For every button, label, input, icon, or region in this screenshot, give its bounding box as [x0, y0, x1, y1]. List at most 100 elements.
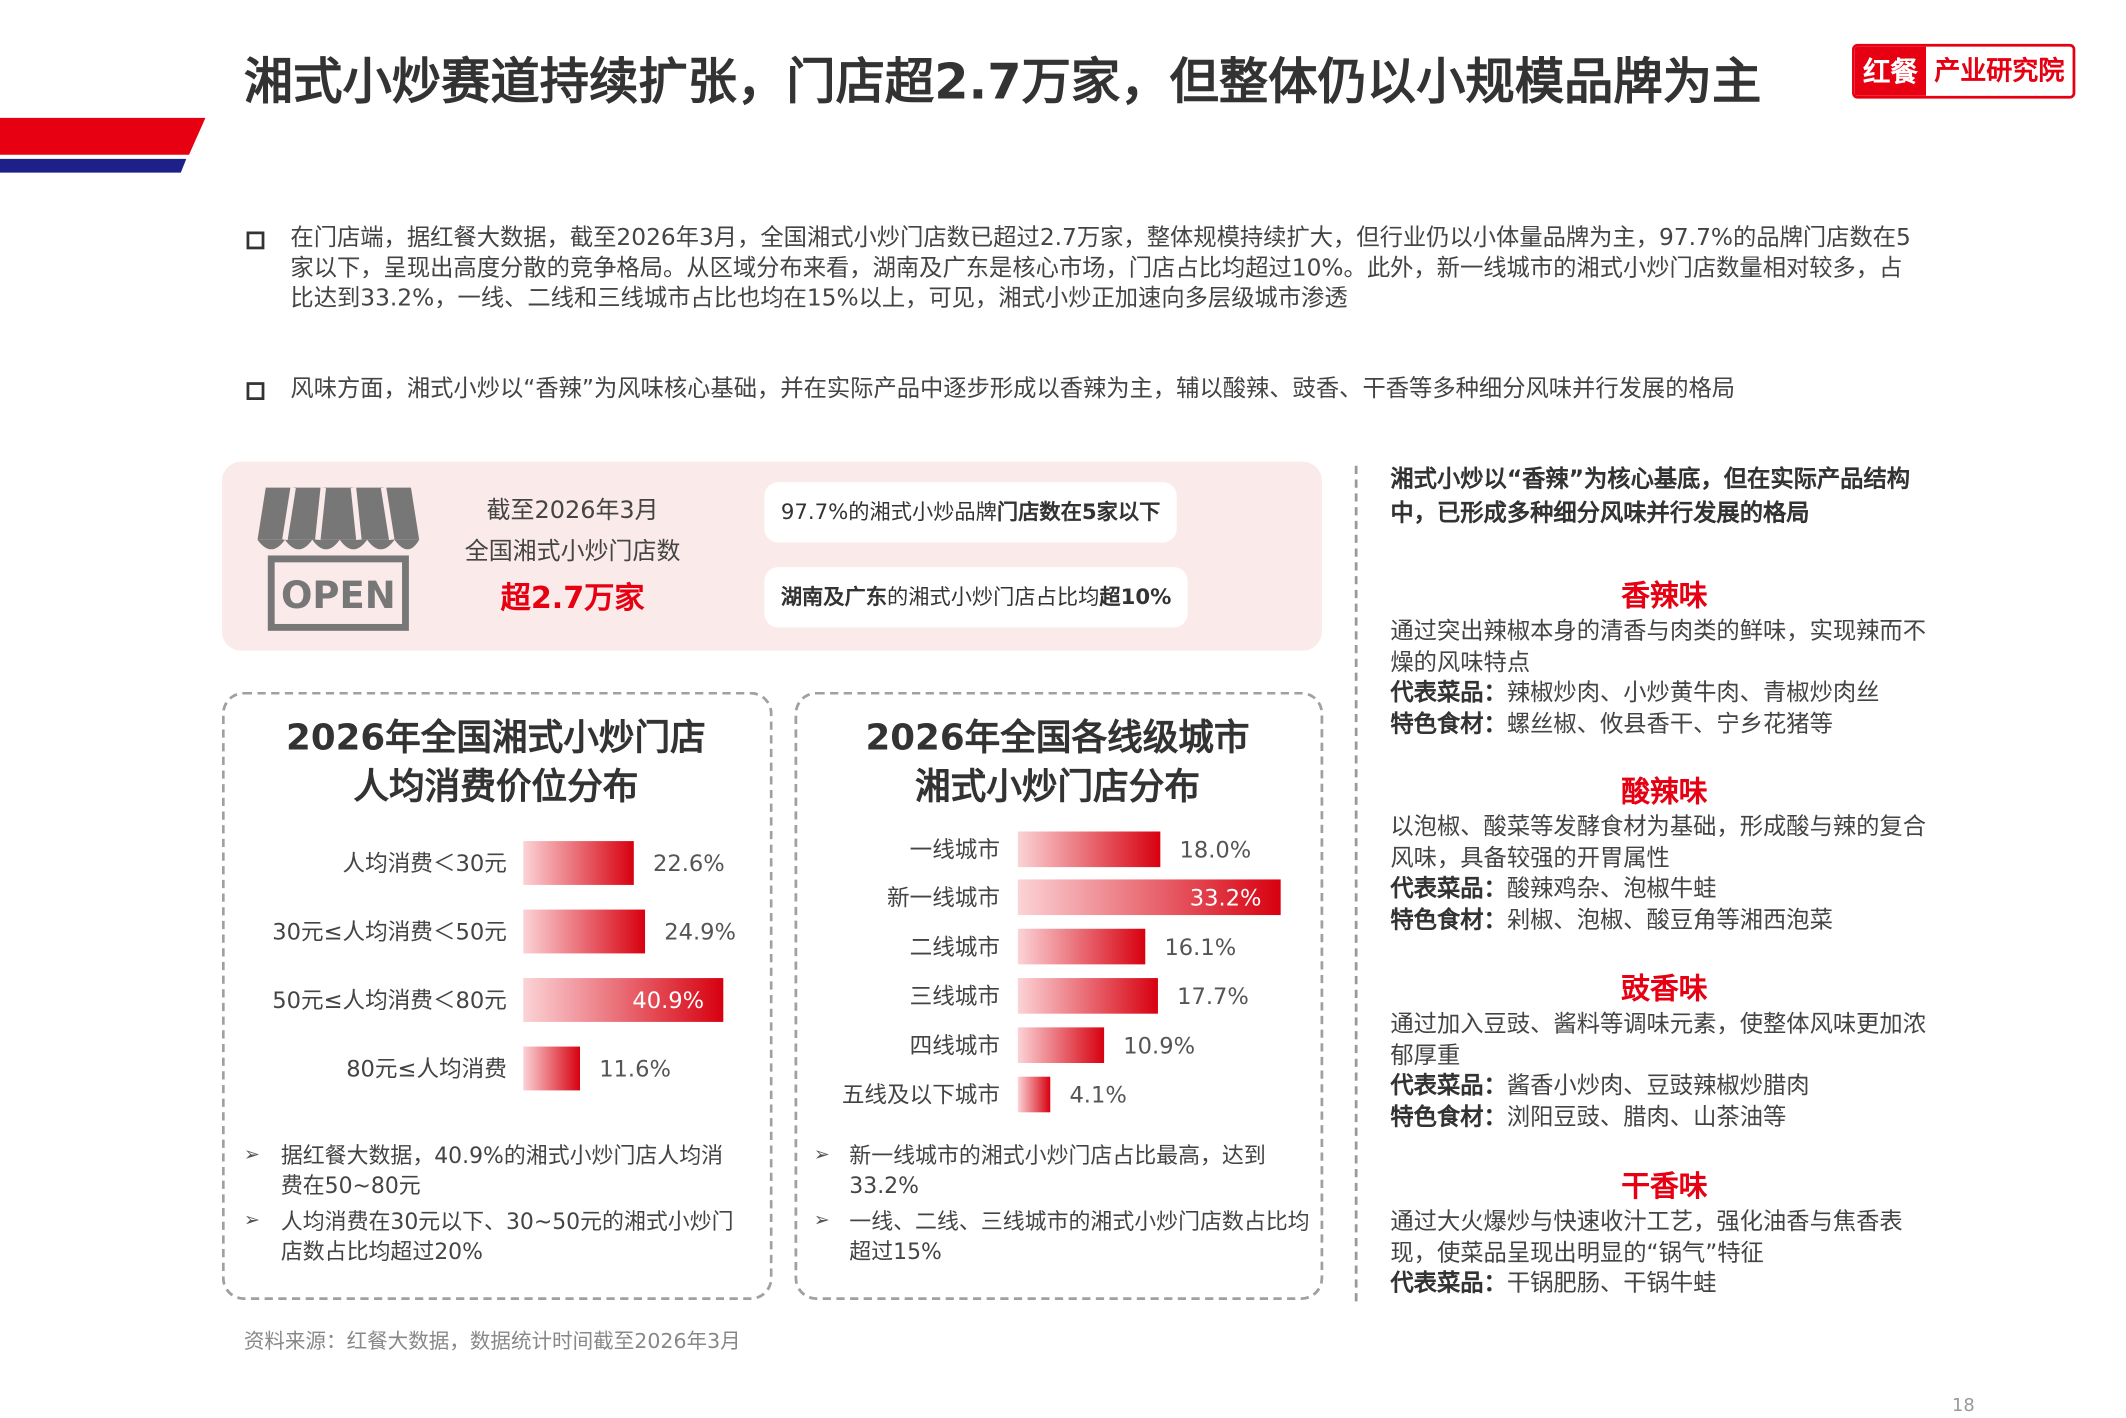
detail-text: 螺丝椒、攸县香干、宁乡花猪等	[1506, 710, 1833, 738]
bullet-icon	[246, 231, 265, 250]
page-number: 18	[1952, 1395, 1975, 1417]
bullet-icon	[246, 382, 265, 400]
flavor-detail: 代表菜品：酱香小炒肉、豆豉辣椒炒腊肉	[1390, 1071, 1938, 1102]
highlight-text: 截至2026年3月 全国湘式小炒门店数 超2.7万家	[436, 490, 710, 627]
detail-label: 代表菜品：	[1390, 1072, 1507, 1100]
note-arrow: ➢	[813, 1209, 830, 1232]
flavor-desc: 通过加入豆豉、酱料等调味元素，使整体风味更加浓郁厚重	[1390, 1010, 1927, 1070]
flavor-name: 干香味	[1621, 1169, 1708, 1203]
bar	[1017, 879, 1281, 916]
page-title: 湘式小炒赛道持续扩张，门店超2.7万家，但整体仍以小规模品牌为主	[243, 54, 1762, 111]
detail-text: 剁椒、泡椒、酸豆角等湘西泡菜	[1506, 906, 1833, 934]
chart-title: 2026年全国湘式小炒门店 人均消费价位分布	[222, 714, 770, 813]
flavor-detail: 代表菜品：辣椒炒肉、小炒黄牛肉、青椒炒肉丝	[1390, 678, 1938, 709]
category-label: 人均消费＜30元	[343, 851, 507, 877]
flavor-desc: 通过大火爆炒与快速收汁工艺，强化油香与焦香表现，使菜品呈现出明显的“锅气”特征	[1390, 1208, 1903, 1267]
bar	[523, 841, 634, 885]
value-label: 16.1%	[1164, 935, 1236, 961]
store-icon: OPEN	[257, 487, 420, 631]
chart-title-line: 湘式小炒门店分布	[915, 767, 1200, 809]
highlight-line: 全国湘式小炒门店数	[464, 538, 681, 566]
flavor-detail: 特色食材：浏阳豆豉、腊肉、山茶油等	[1390, 1102, 1938, 1133]
chart-note: 新一线城市的湘式小炒门店占比最高，达到33.2%	[849, 1142, 1266, 1199]
value-label: 11.6%	[599, 1057, 671, 1083]
logo-unit: 产业研究院	[1934, 56, 2065, 87]
fact-text: 的湘式小炒门店占比均	[886, 584, 1100, 610]
detail-label: 代表菜品：	[1390, 1269, 1507, 1298]
note-arrow: ➢	[813, 1143, 830, 1166]
value-label: 17.7%	[1177, 984, 1249, 1010]
detail-text: 干锅肥肠、干锅牛蛙	[1506, 1269, 1717, 1298]
flavor-section: 酸辣味 以泡椒、酸菜等发酵食材为基础，形成酸与辣的复合风味，具备较强的开胃属性 代表…	[1390, 771, 1938, 935]
detail-label: 特色食材：	[1390, 710, 1507, 738]
chart-title-line: 2026年全国各线级城市	[865, 717, 1250, 759]
detail-label: 代表菜品：	[1390, 679, 1507, 707]
bar	[523, 1046, 581, 1091]
chart-note: 据红餐大数据，40.9%的湘式小炒门店人均消费在50~80元	[280, 1142, 724, 1199]
category-label: 二线城市	[910, 935, 1000, 961]
chart-title: 2026年全国各线级城市 湘式小炒门店分布	[795, 714, 1321, 813]
detail-text: 酸辣鸡杂、泡椒牛蛙	[1506, 875, 1717, 903]
chart-note: 一线、二线、三线城市的湘式小炒门店数占比均超过15%	[849, 1208, 1310, 1265]
bullet-text: 在门店端，据红餐大数据，截至2026年3月，全国湘式小炒门店数已超过2.7万家，…	[290, 224, 1911, 313]
value-label: 33.2%	[1190, 885, 1262, 911]
category-label: 新一线城市	[887, 885, 1000, 911]
flavor-intro: 湘式小炒以“香辣”为核心基底，但在实际产品结构中，已形成多种细分风味并行发展的格…	[1390, 465, 1911, 527]
bar	[523, 978, 724, 1022]
category-label: 四线城市	[910, 1033, 1000, 1059]
flavor-detail: 特色食材：螺丝椒、攸县香干、宁乡花猪等	[1390, 709, 1938, 740]
value-label: 24.9%	[664, 920, 736, 946]
logo: 红餐 产业研究院	[1852, 43, 2076, 99]
chart-panel	[221, 691, 773, 1300]
flavor-section: 干香味通过大火爆炒与快速收汁工艺，强化油香与焦香表现，使菜品呈现出明显的“锅气”…	[1390, 1166, 1938, 1300]
source: 资料来源：红餐大数据，数据统计时间截至2026年3月	[243, 1328, 741, 1354]
bar	[1017, 928, 1146, 965]
detail-text: 辣椒炒肉、小炒黄牛肉、青椒炒肉丝	[1506, 679, 1880, 707]
flavor-detail: 代表菜品：干锅肥肠、干锅牛蛙	[1390, 1268, 1938, 1299]
logo-brand: 红餐	[1854, 46, 1927, 96]
flavor-desc: 通过突出辣椒本身的清香与肉类的鲜味，实现辣而不燥的风味特点	[1390, 617, 1927, 677]
highlight-line: 截至2026年3月	[486, 497, 659, 525]
bar	[1017, 978, 1158, 1014]
chart-panel	[794, 691, 1324, 1300]
chart-title-line: 人均消费价位分布	[353, 767, 639, 809]
detail-text: 浏阳豆豉、腊肉、山茶油等	[1506, 1103, 1787, 1131]
category-label: 30元≤人均消费＜50元	[272, 920, 507, 946]
fact-text: 超10%	[1099, 584, 1172, 610]
flavor-name: 香辣味	[1621, 579, 1708, 613]
accent-band	[0, 117, 206, 173]
bar	[1017, 831, 1161, 868]
flavor-detail: 特色食材：剁椒、泡椒、酸豆角等湘西泡菜	[1390, 905, 1938, 936]
value-label: 18.0%	[1179, 838, 1251, 864]
fact-text: 门店数在5家以下	[996, 499, 1161, 525]
category-label: 一线城市	[910, 838, 1000, 864]
flavor-detail: 代表菜品：酸辣鸡杂、泡椒牛蛙	[1390, 874, 1938, 905]
fact-pill: 湖南及广东的湘式小炒门店占比均超10%	[764, 567, 1188, 628]
highlight-figure: 超2.7万家	[500, 582, 645, 617]
value-label: 40.9%	[632, 988, 704, 1014]
flavor-section: 豉香味通过加入豆豉、酱料等调味元素，使整体风味更加浓郁厚重 代表菜品：酱香小炒肉、…	[1390, 968, 1938, 1132]
value-label: 22.6%	[653, 851, 725, 877]
value-label: 10.9%	[1123, 1033, 1195, 1059]
flavor-name: 豉香味	[1621, 972, 1708, 1006]
flavor-name: 酸辣味	[1621, 775, 1708, 809]
bar	[523, 909, 646, 954]
divider	[1354, 465, 1358, 1302]
detail-label: 特色食材：	[1390, 906, 1507, 934]
category-label: 三线城市	[910, 984, 1000, 1010]
chart-note: 人均消费在30元以下、30~50元的湘式小炒门店数占比均超过20%	[280, 1208, 734, 1265]
bar	[1017, 1027, 1105, 1064]
detail-text: 酱香小炒肉、豆豉辣椒炒腊肉	[1506, 1072, 1810, 1100]
note-arrow: ➢	[243, 1143, 260, 1166]
category-label: 50元≤人均消费＜80元	[272, 988, 507, 1014]
category-label: 80元≤人均消费	[346, 1057, 507, 1083]
category-label: 五线及以下城市	[842, 1083, 1000, 1109]
fact-text: 97.7%的湘式小炒品牌	[780, 499, 997, 525]
value-label: 4.1%	[1069, 1083, 1126, 1109]
fact-pill: 97.7%的湘式小炒品牌门店数在5家以下	[764, 482, 1177, 543]
note-arrow: ➢	[243, 1209, 260, 1232]
detail-label: 代表菜品：	[1390, 875, 1507, 903]
